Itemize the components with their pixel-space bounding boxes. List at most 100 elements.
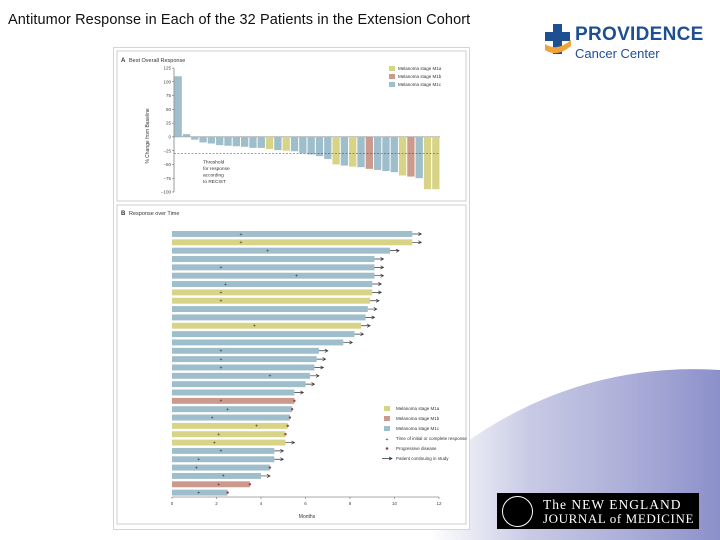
- panel-b-bar: [172, 347, 319, 354]
- panel-a-bar: [265, 136, 274, 150]
- panel-b-continuing-arrow: [261, 474, 271, 478]
- panel-a-ytick-label: 0: [168, 134, 171, 139]
- panel-b-continuing-arrow: [274, 449, 285, 453]
- panel-b-response-marker: +: [197, 490, 200, 496]
- panel-b-bar: [172, 447, 275, 454]
- panel-b-xtick-label: 0: [171, 501, 174, 506]
- panel-b-legend-swatch: [384, 406, 390, 411]
- panel-a-frame: [116, 50, 467, 202]
- panel-b-legend-swatch: [384, 426, 390, 431]
- panel-b-continuing-arrow: [361, 323, 371, 328]
- panel-b-continuing-arrow: [372, 282, 382, 286]
- panel-a-ytick-label: 100: [163, 79, 171, 84]
- panel-b-progression-marker: [290, 407, 294, 411]
- panel-a-bar: [257, 136, 265, 148]
- panel-b-bar: [172, 247, 391, 254]
- panel-b-legend: Melanoma stage M1a Melanoma stage M1b Mela…: [382, 406, 467, 461]
- panel-b-bar: [172, 481, 250, 488]
- panel-b-legend-label: Patient continuing in study: [396, 456, 449, 461]
- panel-b-continuing-arrow: [367, 307, 378, 311]
- panel-b-progression-marker: [293, 399, 296, 403]
- panel-b-bar: [172, 372, 310, 379]
- panel-a-bar: [199, 136, 207, 143]
- panel-b-frame: [116, 204, 467, 525]
- panel-b-continuing-arrow: [374, 257, 385, 261]
- panel-a-bar: [423, 136, 432, 190]
- panel-b-response-marker: +: [197, 457, 200, 463]
- panel-a-bar: [340, 136, 349, 166]
- panel-b-legend-label: Time of initial or complete response: [396, 436, 467, 441]
- panel-b-bar: [172, 306, 368, 313]
- panel-a-bar: [232, 136, 240, 147]
- panel-a-bar: [249, 136, 257, 148]
- panel-a-legend-swatch: [389, 66, 395, 71]
- nejm-seal-icon: [502, 496, 533, 527]
- panel-b-response-marker: +: [219, 357, 222, 363]
- panel-b-legend-label: Melanoma stage M1b: [396, 416, 440, 421]
- panel-b-continuing-arrow: [314, 365, 325, 370]
- panel-a-label: A: [121, 58, 126, 64]
- panel-b-continuing-arrow: [374, 273, 385, 278]
- panel-b-legend-label: Melanoma stage M1a: [396, 406, 440, 411]
- panel-b-continuing-arrow: [365, 315, 376, 320]
- panel-b-response-marker: +: [219, 265, 222, 271]
- panel-b-bar: [172, 264, 375, 271]
- panel-b-bar: [172, 397, 295, 404]
- panel-b-response-marker: +: [255, 424, 258, 430]
- panel-b-bar: [172, 256, 375, 262]
- panel-b-response-marker: +: [219, 299, 222, 305]
- panel-b-bar: [172, 431, 286, 438]
- panel-b-bar: [172, 281, 373, 288]
- panel-b-response-marker: +: [268, 374, 271, 380]
- panel-a-bar: [191, 136, 199, 140]
- panel-b-progression-marker: [248, 483, 252, 486]
- panel-a-threshold-label: according: [203, 172, 224, 178]
- panel-b-response-marker: +: [213, 440, 216, 446]
- panel-b-xtick-label: 4: [260, 501, 263, 506]
- panel-b-continuing-arrow: [316, 357, 327, 362]
- panel-a-threshold-label: Threshold: [203, 159, 225, 165]
- panel-b-continuing-arrow: [305, 382, 316, 387]
- panel-a-bar: [398, 136, 407, 176]
- panel-b-continuing-arrow: [370, 298, 380, 303]
- panel-a-bar: [216, 136, 224, 146]
- panel-a-ytick-label: −100: [161, 190, 172, 195]
- panel-b-legend-label: Progressive disease: [396, 446, 437, 451]
- panel-a-ylabel: % Change from Baseline: [145, 108, 151, 164]
- panel-b-bar: [172, 331, 355, 338]
- panel-a-bar: [174, 76, 182, 137]
- panel-b-bar: [172, 356, 317, 363]
- panel-b-bar: [172, 439, 286, 446]
- panel-a-bar: [290, 136, 299, 152]
- panel-a-bar: [349, 136, 357, 167]
- panel-b-response-marker: +: [240, 240, 243, 246]
- panel-b-bars: +++++++++++++++++++++++++: [172, 231, 423, 496]
- panel-b-bar: [172, 231, 413, 237]
- panel-a-bars: [174, 76, 440, 190]
- panel-b-bar: [172, 406, 293, 413]
- panel-b-bar: [172, 272, 375, 279]
- panel-b-legend-response-icon: +: [385, 437, 388, 443]
- panel-b-continuing-arrow: [274, 457, 285, 462]
- panel-b-response-marker: +: [226, 407, 229, 413]
- panel-b-response-marker: +: [219, 349, 222, 355]
- panel-a-legend-label: Melanoma stage M1c: [398, 82, 442, 87]
- panel-a-ytick-label: 125: [163, 66, 171, 71]
- panel-a-bar: [365, 136, 373, 169]
- panel-b-bar: [172, 314, 366, 321]
- panel-a-legend-label: Melanoma stage M1b: [398, 74, 442, 79]
- panel-a-bar: [315, 136, 324, 157]
- panel-b-xtick-label: 6: [304, 501, 307, 506]
- panel-b-legend-arrow-icon: [382, 456, 393, 461]
- panel-b-continuing-arrow: [412, 232, 423, 236]
- panel-b-progression-marker: [284, 433, 287, 436]
- panel-b-continuing-arrow: [318, 348, 329, 353]
- panel-b-response-marker: +: [224, 282, 227, 288]
- panel-b-title: Response over Time: [129, 211, 179, 217]
- panel-a-bar: [332, 136, 340, 165]
- panel-a-ytick-label: 25: [166, 121, 172, 126]
- panel-a-legend-swatch: [389, 82, 395, 87]
- panel-a-bar: [390, 136, 398, 173]
- panel-b-response-marker: +: [295, 273, 298, 279]
